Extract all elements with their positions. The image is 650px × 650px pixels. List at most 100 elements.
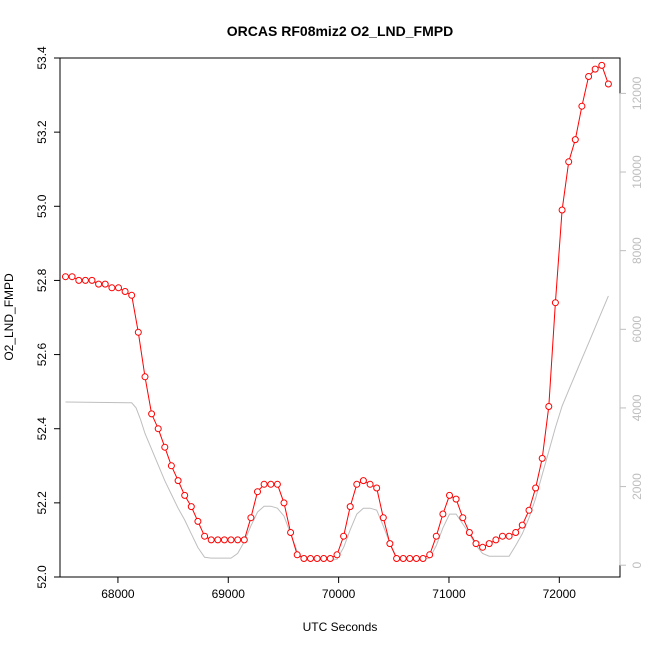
data-point xyxy=(505,532,513,540)
data-point xyxy=(68,273,76,281)
data-point xyxy=(247,514,255,522)
data-point xyxy=(267,480,275,488)
data-point xyxy=(585,73,593,80)
data-point xyxy=(134,328,142,336)
data-point xyxy=(141,373,149,381)
data-point xyxy=(95,280,103,288)
data-point xyxy=(287,529,295,536)
y-tick-label: 53.4 xyxy=(35,46,49,70)
data-point xyxy=(598,61,606,69)
data-point xyxy=(472,540,480,548)
x-tick-label: 69000 xyxy=(212,587,246,601)
data-point xyxy=(167,462,175,470)
data-point xyxy=(571,136,579,144)
data-point xyxy=(88,276,96,284)
chart-title: ORCAS RF08miz2 O2_LND_FMPD xyxy=(227,23,453,39)
y-tick-label: 52.8 xyxy=(35,268,49,292)
data-point xyxy=(148,410,156,418)
data-point xyxy=(313,555,321,562)
data-point xyxy=(578,102,586,110)
y2-tick-label: 2000 xyxy=(630,473,644,500)
data-point xyxy=(432,532,440,540)
data-point xyxy=(359,477,367,485)
data-point xyxy=(426,551,434,559)
data-point xyxy=(207,536,215,544)
data-point xyxy=(293,551,301,559)
y2-tick-label: 10000 xyxy=(630,155,644,189)
data-point xyxy=(551,299,559,307)
data-point xyxy=(399,555,407,562)
data-point xyxy=(187,503,195,511)
data-point xyxy=(174,477,182,485)
data-point xyxy=(154,425,162,433)
plot-layer xyxy=(62,61,612,562)
data-point xyxy=(240,536,248,544)
data-point xyxy=(565,158,573,166)
data-point xyxy=(353,480,361,488)
data-point xyxy=(479,543,487,551)
y2-tick-label: 6000 xyxy=(630,316,644,343)
y-tick-label: 52.2 xyxy=(35,491,49,515)
data-point xyxy=(538,454,546,462)
data-point xyxy=(300,555,308,562)
data-point xyxy=(234,536,242,544)
plot-frame xyxy=(59,57,621,578)
data-point xyxy=(320,555,328,562)
x-tick-label: 68000 xyxy=(101,587,135,601)
data-point xyxy=(446,491,453,499)
data-point xyxy=(419,555,427,562)
data-point xyxy=(439,510,447,518)
x-tick-label: 72000 xyxy=(543,587,577,601)
data-point xyxy=(62,273,69,281)
x-tick-label: 70000 xyxy=(322,587,356,601)
data-point xyxy=(254,488,261,496)
data-point xyxy=(518,521,526,529)
x-tick-label: 71000 xyxy=(432,587,466,601)
data-point xyxy=(101,280,109,288)
data-point xyxy=(545,403,553,410)
data-point xyxy=(499,532,506,540)
y-axis-left: 52.0 52.2 52.4 52.6 52.8 53.0 53.2 53.4 xyxy=(35,46,60,589)
y2-tick-label: 0 xyxy=(630,562,644,569)
data-point xyxy=(591,65,599,73)
data-point xyxy=(273,480,281,488)
y2-tick-label: 12000 xyxy=(630,76,644,110)
series-secondary-line xyxy=(65,295,609,560)
data-point xyxy=(326,555,334,562)
x-axis-label: UTC Seconds xyxy=(303,620,378,634)
data-point xyxy=(260,480,268,488)
data-point xyxy=(465,529,473,536)
y-tick-label: 52.0 xyxy=(35,565,49,589)
data-point xyxy=(181,491,189,499)
data-point xyxy=(201,532,209,540)
data-point xyxy=(525,506,533,514)
data-point xyxy=(512,529,520,536)
data-point xyxy=(128,291,136,299)
data-point xyxy=(558,206,566,214)
data-point xyxy=(108,284,116,292)
y-tick-label: 52.6 xyxy=(35,343,49,367)
data-point xyxy=(366,480,374,488)
data-point xyxy=(333,551,341,559)
data-point xyxy=(393,555,401,562)
y2-tick-label: 4000 xyxy=(630,394,644,421)
data-point xyxy=(532,484,540,492)
data-point xyxy=(75,276,83,284)
data-point xyxy=(340,532,348,540)
y-axis-right: 0 2000 4000 6000 8000 10000 12000 xyxy=(619,76,644,569)
data-point xyxy=(115,284,122,292)
x-axis: 68000 69000 70000 71000 72000 xyxy=(101,577,576,601)
data-point xyxy=(459,514,467,522)
data-point xyxy=(194,517,202,525)
data-point xyxy=(121,288,129,295)
data-point xyxy=(492,536,500,544)
data-point xyxy=(220,536,228,544)
data-point xyxy=(412,555,420,562)
data-point xyxy=(227,536,235,544)
data-point xyxy=(406,555,414,562)
y-tick-label: 53.0 xyxy=(35,194,49,218)
data-point xyxy=(485,540,493,548)
data-point xyxy=(346,503,354,511)
data-point xyxy=(452,495,460,503)
